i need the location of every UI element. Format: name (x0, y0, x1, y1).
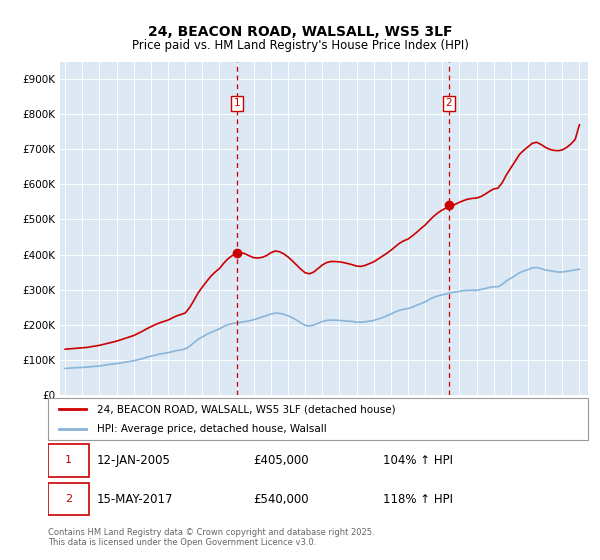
FancyBboxPatch shape (48, 444, 89, 477)
Text: Price paid vs. HM Land Registry's House Price Index (HPI): Price paid vs. HM Land Registry's House … (131, 39, 469, 52)
Text: 2: 2 (65, 494, 72, 504)
Text: 1: 1 (234, 98, 241, 108)
Text: 104% ↑ HPI: 104% ↑ HPI (383, 454, 453, 467)
Text: Contains HM Land Registry data © Crown copyright and database right 2025.
This d: Contains HM Land Registry data © Crown c… (48, 528, 374, 547)
Text: £540,000: £540,000 (253, 493, 309, 506)
FancyBboxPatch shape (48, 398, 588, 440)
Text: 2: 2 (445, 98, 452, 108)
Text: 15-MAY-2017: 15-MAY-2017 (97, 493, 173, 506)
Text: 24, BEACON ROAD, WALSALL, WS5 3LF (detached house): 24, BEACON ROAD, WALSALL, WS5 3LF (detac… (97, 404, 395, 414)
Text: 12-JAN-2005: 12-JAN-2005 (97, 454, 170, 467)
Text: £405,000: £405,000 (253, 454, 309, 467)
Text: HPI: Average price, detached house, Walsall: HPI: Average price, detached house, Wals… (97, 424, 326, 434)
FancyBboxPatch shape (48, 483, 89, 515)
Text: 24, BEACON ROAD, WALSALL, WS5 3LF: 24, BEACON ROAD, WALSALL, WS5 3LF (148, 25, 452, 39)
Text: 118% ↑ HPI: 118% ↑ HPI (383, 493, 453, 506)
Text: 1: 1 (65, 455, 72, 465)
